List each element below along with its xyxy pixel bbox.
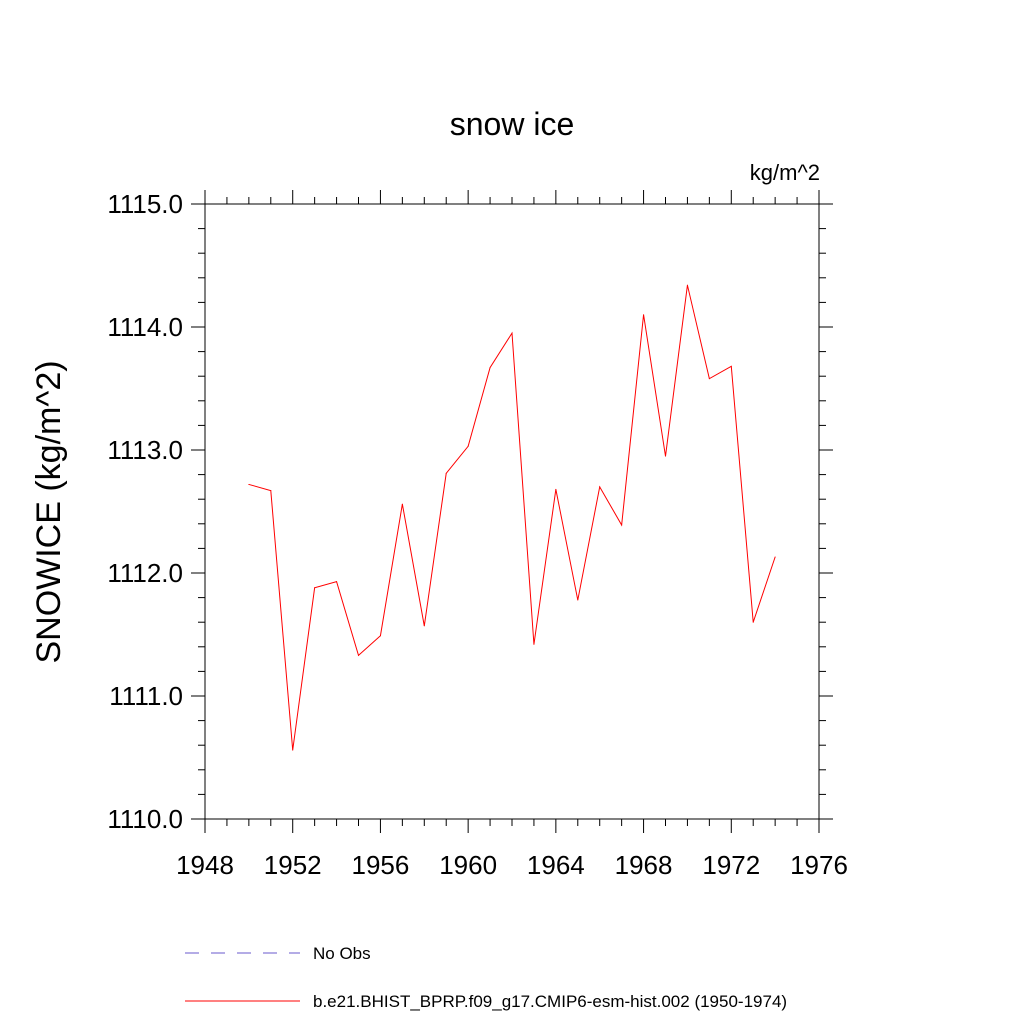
data-point	[248, 483, 250, 485]
data-point	[270, 490, 272, 492]
data-point	[643, 314, 645, 316]
data-point	[599, 486, 601, 488]
y-axis-label: SNOWICE (kg/m^2)	[30, 360, 68, 663]
data-point	[665, 455, 666, 457]
legend: No Obs b.e21.BHIST_BPRP.f09_g17.CMIP6-es…	[185, 944, 787, 1011]
data-point	[730, 365, 732, 367]
units-label: kg/m^2	[750, 160, 820, 185]
y-tick-label: 1113.0	[107, 435, 183, 465]
data-point	[467, 445, 469, 447]
plot-frame	[204, 203, 820, 820]
data-point	[314, 587, 316, 589]
data-point	[533, 643, 535, 645]
x-tick-label: 1952	[264, 850, 322, 880]
data-point	[577, 599, 579, 601]
y-tick-label: 1112.0	[107, 558, 183, 588]
x-tick-label: 1964	[527, 850, 585, 880]
chart-title: snow ice	[450, 106, 575, 142]
x-tick-label: 1960	[439, 850, 497, 880]
x-tick-label: 1956	[352, 850, 410, 880]
axis-ticks	[191, 190, 833, 833]
x-tick-label: 1972	[702, 850, 760, 880]
data-point	[511, 332, 513, 334]
data-point	[708, 378, 710, 380]
data-point	[489, 367, 491, 369]
data-point	[774, 556, 776, 558]
y-tick-label: 1111.0	[109, 681, 183, 711]
data-point	[336, 581, 338, 583]
y-tick-label: 1115.0	[107, 189, 183, 219]
x-tick-label: 1968	[615, 850, 673, 880]
data-point	[423, 625, 425, 627]
tick-labels: 1948 1952 1956 1960 1964 1968 1972 1976 1110.0 11…	[107, 189, 848, 880]
series-layer	[248, 284, 776, 751]
data-point	[358, 654, 359, 656]
data-point	[401, 503, 403, 505]
data-point	[555, 488, 557, 490]
x-tick-label: 1948	[176, 850, 234, 880]
data-point	[292, 749, 294, 751]
data-point	[686, 284, 688, 286]
legend-label-model: b.e21.BHIST_BPRP.f09_g17.CMIP6-esm-hist.…	[313, 992, 787, 1011]
y-tick-label: 1114.0	[107, 312, 183, 342]
data-point	[445, 472, 447, 474]
legend-label-no-obs: No Obs	[313, 944, 371, 963]
data-point	[752, 621, 754, 623]
x-tick-label: 1976	[790, 850, 848, 880]
y-tick-label: 1110.0	[107, 804, 183, 834]
data-point	[379, 635, 381, 637]
data-point	[621, 524, 623, 526]
series-line-1	[248, 285, 776, 751]
